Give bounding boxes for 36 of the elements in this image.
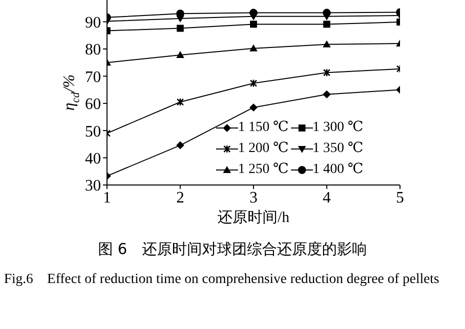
x-axis-title: 还原时间/h: [218, 209, 290, 226]
point: [176, 24, 184, 32]
legend-label: 1 350 ℃: [312, 140, 364, 158]
y-tick-label: 80: [85, 42, 101, 59]
point: [323, 68, 330, 77]
legend-label: 1 200 ℃: [238, 140, 289, 158]
point: [250, 20, 257, 28]
point: [250, 103, 258, 112]
text: 图 6 还原时间对球团综合还原度的影响: [96, 240, 368, 259]
y-tick-label: 30: [85, 178, 101, 195]
caption: Fig.6 Effect of reduction time on comprehensive reduction degree of pellets: [4, 271, 440, 289]
point: [322, 40, 331, 48]
x-tick-label: 4: [322, 189, 331, 206]
y-tick-label: 60: [85, 96, 101, 114]
point: [322, 13, 331, 20]
x-tick-label: 3: [250, 189, 258, 206]
point: [250, 13, 258, 20]
legend-label: 1 400 ℃: [312, 161, 364, 179]
legend-label: 1 250 ℃: [238, 161, 289, 179]
point: [176, 98, 184, 106]
point: [323, 20, 330, 28]
y-tick-label: 40: [85, 150, 101, 168]
x-tick-label: 1: [103, 189, 111, 206]
point: [322, 90, 331, 98]
point: [250, 79, 258, 88]
y-tick-label: 70: [85, 68, 101, 86]
legend-label: 1 300 ℃: [312, 119, 364, 137]
point: [250, 44, 258, 52]
x-tick-label: 2: [176, 189, 184, 206]
point: [176, 50, 184, 58]
y-tick-label: 50: [85, 123, 101, 140]
legend-label: 1 150 ℃: [238, 119, 289, 137]
point: [176, 16, 184, 22]
y-tick-label: 90: [85, 14, 101, 32]
x-tick-label: 5: [396, 189, 404, 206]
point: [176, 141, 184, 150]
